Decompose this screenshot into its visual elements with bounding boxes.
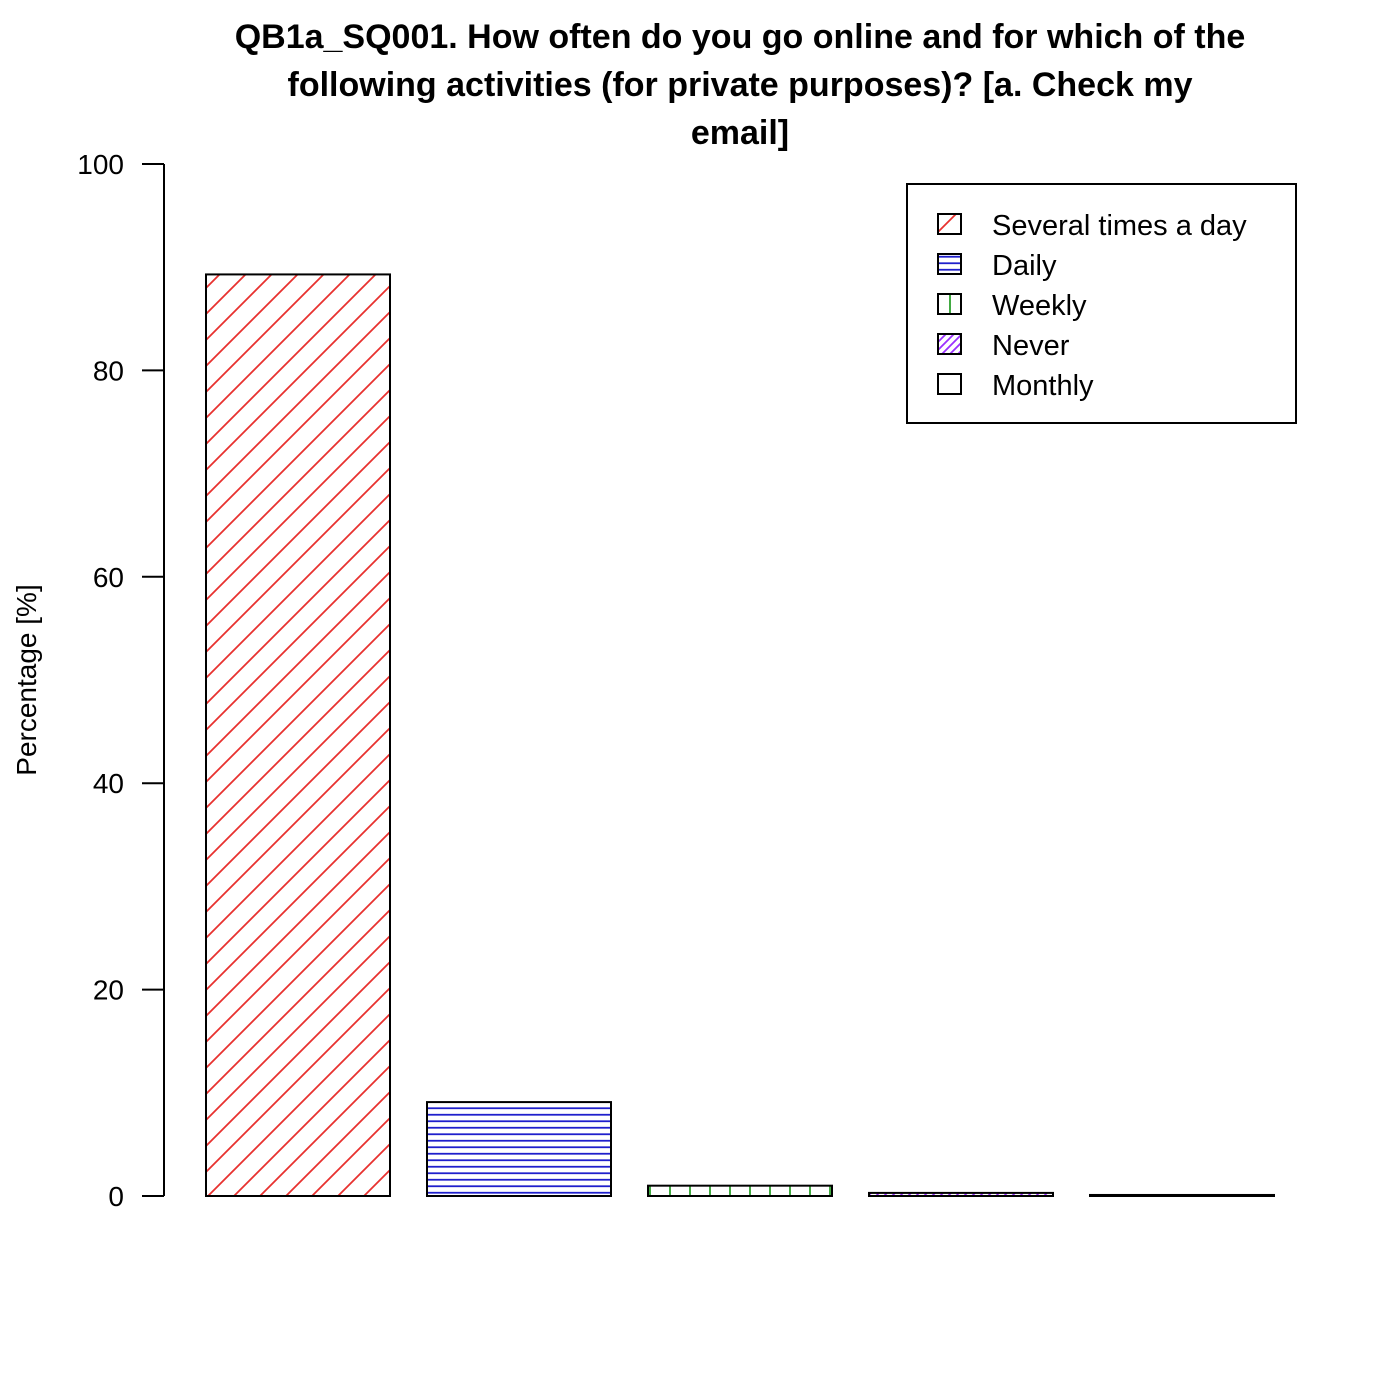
y-tick-label: 0	[108, 1181, 124, 1212]
bar-monthly	[1089, 1193, 1275, 1198]
legend-label: Several times a day	[992, 210, 1247, 242]
legend: Several times a day Daily Weekly Never Month…	[906, 183, 1297, 424]
legend-label: Weekly	[992, 290, 1087, 322]
chart-title-line-2: following activities (for private purpos…	[288, 66, 1193, 104]
legend-box	[906, 183, 1297, 424]
legend-swatch	[937, 293, 962, 315]
y-axis: 0 20 40 60 80 100	[77, 149, 165, 1212]
legend-swatch	[937, 213, 962, 235]
legend-swatch	[937, 373, 962, 395]
bar-several-times-a-day	[205, 273, 391, 1197]
bar-never	[868, 1191, 1054, 1198]
legend-label: Never	[992, 330, 1070, 362]
y-tick-label: 60	[93, 562, 124, 593]
chart-title-line-3: email]	[691, 114, 789, 152]
y-tick-label: 20	[93, 975, 124, 1006]
y-axis-label: Percentage [%]	[11, 584, 42, 775]
legend-swatch	[937, 253, 962, 275]
bars	[205, 273, 1275, 1198]
chart-title-line-1: QB1a_SQ001. How often do you go online a…	[235, 18, 1246, 56]
y-tick-label: 80	[93, 355, 124, 386]
chart-title: QB1a_SQ001. How often do you go online a…	[235, 18, 1246, 152]
legend-swatch	[937, 333, 962, 355]
y-tick-label: 100	[77, 149, 124, 180]
bar-weekly	[647, 1184, 833, 1198]
legend-label: Daily	[992, 250, 1057, 282]
legend-label: Monthly	[992, 370, 1094, 402]
bar-daily	[426, 1101, 612, 1198]
y-tick-label: 40	[93, 768, 124, 799]
